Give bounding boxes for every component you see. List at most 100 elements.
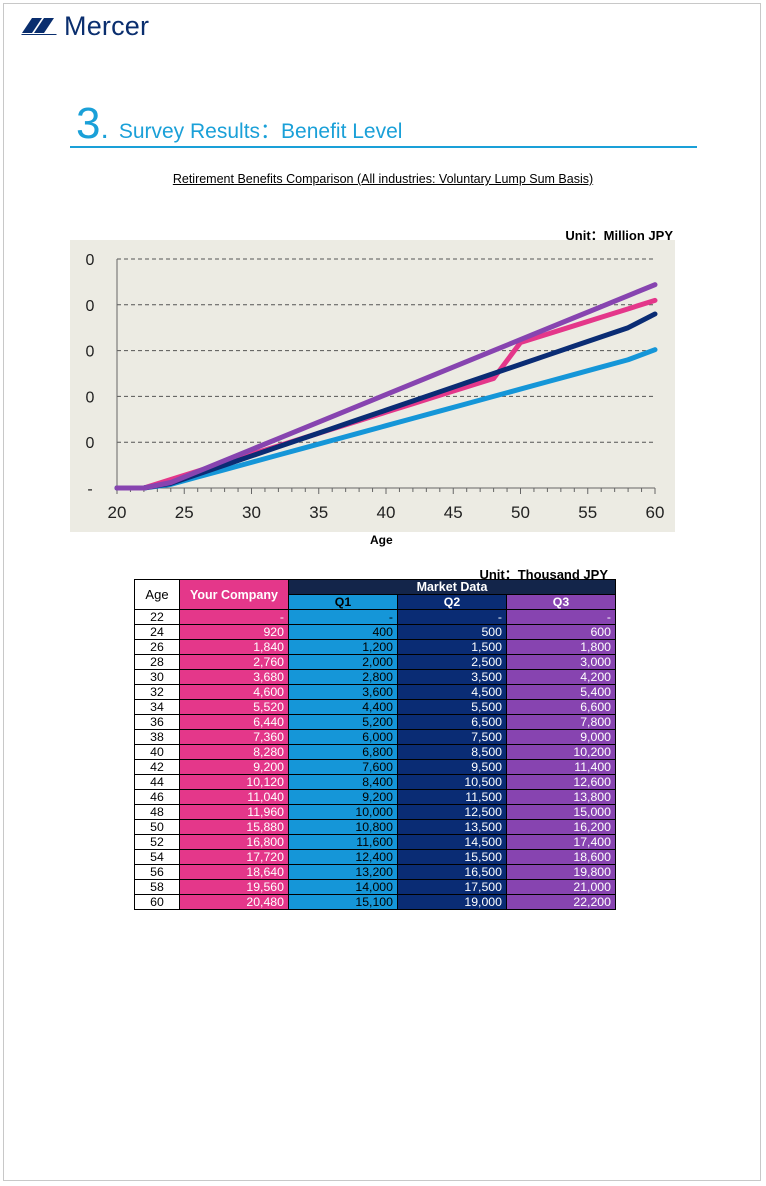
- cell-q2: 6,500: [397, 714, 507, 730]
- cell-q3: 11,400: [506, 759, 616, 775]
- cell-you: 10,120: [179, 774, 289, 790]
- table-row: 26 1,840 1,200 1,500 1,800: [134, 639, 616, 655]
- cell-you: 7,360: [179, 729, 289, 745]
- cell-age: 38: [134, 729, 180, 745]
- header-your-company: Your Company: [179, 579, 289, 610]
- cell-q2: 500: [397, 624, 507, 640]
- cell-you: 5,520: [179, 699, 289, 715]
- cell-q1: 10,000: [288, 804, 398, 820]
- header-age: Age: [134, 579, 180, 610]
- cell-q1: 4,400: [288, 699, 398, 715]
- y-tick-label: 0: [86, 435, 95, 452]
- cell-q3: 5,400: [506, 684, 616, 700]
- page-frame: [3, 3, 761, 1181]
- table-row: 36 6,440 5,200 6,500 7,800: [134, 714, 616, 730]
- cell-q2: 15,500: [397, 849, 507, 865]
- cell-age: 28: [134, 654, 180, 670]
- x-axis-label: Age: [370, 533, 393, 547]
- cell-q3: 22,200: [506, 894, 616, 910]
- cell-q3: 19,800: [506, 864, 616, 880]
- cell-q1: -: [288, 609, 398, 625]
- cell-q1: 5,200: [288, 714, 398, 730]
- cell-q3: 16,200: [506, 819, 616, 835]
- chart-unit-label: Unit：Million JPY: [565, 228, 673, 243]
- cell-q1: 13,200: [288, 864, 398, 880]
- cell-q3: 18,600: [506, 849, 616, 865]
- section-title: Survey Results：Benefit Level: [118, 120, 403, 143]
- cell-q2: 9,500: [397, 759, 507, 775]
- header-market-data: Market Data: [288, 579, 616, 595]
- table-row: 58 19,560 14,000 17,500 21,000: [134, 879, 616, 895]
- cell-q2: 4,500: [397, 684, 507, 700]
- table-row: 60 20,480 15,100 19,000 22,200: [134, 894, 616, 910]
- table-row: 46 11,040 9,200 11,500 13,800: [134, 789, 616, 805]
- y-tick-label: 0: [86, 298, 95, 315]
- x-tick-label: 20: [108, 503, 127, 522]
- cell-q1: 400: [288, 624, 398, 640]
- cell-age: 44: [134, 774, 180, 790]
- cell-q1: 2,800: [288, 669, 398, 685]
- cell-q2: 8,500: [397, 744, 507, 760]
- cell-you: 17,720: [179, 849, 289, 865]
- x-tick-label: 35: [309, 503, 328, 522]
- cell-age: 42: [134, 759, 180, 775]
- x-tick-label: 45: [444, 503, 463, 522]
- cell-q1: 7,600: [288, 759, 398, 775]
- cell-you: 19,560: [179, 879, 289, 895]
- table-row: 30 3,680 2,800 3,500 4,200: [134, 669, 616, 685]
- table-row: 42 9,200 7,600 9,500 11,400: [134, 759, 616, 775]
- cell-q1: 12,400: [288, 849, 398, 865]
- cell-q2: 5,500: [397, 699, 507, 715]
- cell-q2: 17,500: [397, 879, 507, 895]
- x-tick-label: 50: [511, 503, 530, 522]
- cell-age: 26: [134, 639, 180, 655]
- cell-q2: 11,500: [397, 789, 507, 805]
- cell-q2: 19,000: [397, 894, 507, 910]
- table-unit-label: Unit：Thousand JPY: [479, 567, 608, 582]
- cell-q2: 1,500: [397, 639, 507, 655]
- header-q2: Q2: [397, 594, 507, 610]
- section-heading: 3 . Survey Results：Benefit Level: [76, 102, 402, 146]
- cell-q2: 7,500: [397, 729, 507, 745]
- cell-you: 3,680: [179, 669, 289, 685]
- y-tick-label: 0: [86, 344, 95, 361]
- cell-q3: 10,200: [506, 744, 616, 760]
- table-row: 28 2,760 2,000 2,500 3,000: [134, 654, 616, 670]
- cell-q3: 4,200: [506, 669, 616, 685]
- cell-q3: 13,800: [506, 789, 616, 805]
- cell-q3: 17,400: [506, 834, 616, 850]
- cell-age: 34: [134, 699, 180, 715]
- table-row: 22- - - -: [134, 609, 616, 625]
- cell-age: 48: [134, 804, 180, 820]
- cell-q1: 2,000: [288, 654, 398, 670]
- cell-q2: 12,500: [397, 804, 507, 820]
- table-row: 52 16,800 11,600 14,500 17,400: [134, 834, 616, 850]
- cell-you: 6,440: [179, 714, 289, 730]
- chart-title: Retirement Benefits Comparison (All indu…: [172, 172, 594, 186]
- table-row: 32 4,600 3,600 4,500 5,400: [134, 684, 616, 700]
- line-chart: - 0 0 0 0 0 20 25 30 35 40 45 50 55 60: [86, 252, 665, 522]
- table-row: 24 920 400 500 600: [134, 624, 616, 640]
- cell-age: 58: [134, 879, 180, 895]
- cell-age: 46: [134, 789, 180, 805]
- series-line-q1: [114, 347, 658, 491]
- cell-q3: 6,600: [506, 699, 616, 715]
- x-tick-label: 60: [646, 503, 665, 522]
- cell-q2: 13,500: [397, 819, 507, 835]
- table-row: 50 15,880 10,800 13,500 16,200: [134, 819, 616, 835]
- mercer-logo-icon: [21, 18, 57, 35]
- cell-age: 24: [134, 624, 180, 640]
- cell-age: 30: [134, 669, 180, 685]
- cell-you: 15,880: [179, 819, 289, 835]
- table-row: 48 11,960 10,000 12,500 15,000: [134, 804, 616, 820]
- cell-you: 11,960: [179, 804, 289, 820]
- section-dot: .: [100, 112, 109, 145]
- table-row: 40 8,280 6,800 8,500 10,200: [134, 744, 616, 760]
- brand-name: Mercer: [64, 10, 150, 41]
- cell-age: 50: [134, 819, 180, 835]
- cell-you: 9,200: [179, 759, 289, 775]
- cell-q2: 16,500: [397, 864, 507, 880]
- cell-q3: 7,800: [506, 714, 616, 730]
- title-rule: [70, 146, 697, 148]
- x-tick-label: 40: [377, 503, 396, 522]
